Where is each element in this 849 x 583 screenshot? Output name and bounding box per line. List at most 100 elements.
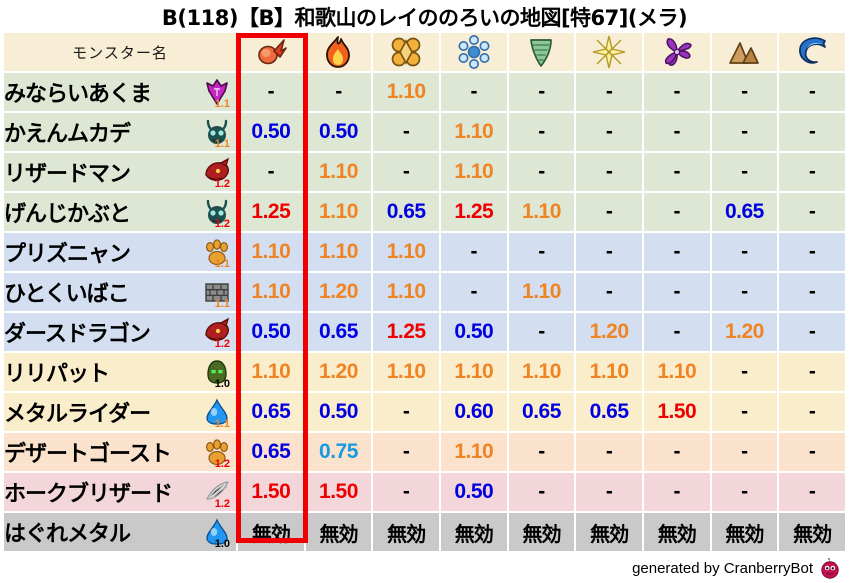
resistance-cell: 0.50 [238,313,304,351]
resistance-cell: - [779,473,845,511]
resistance-cell: - [576,193,642,231]
monster-multiplier: 1.2 [214,178,230,190]
paw-icon: 1.1 [202,237,232,270]
resistance-cell: 1.20 [576,313,642,351]
column-header-snowflake[interactable] [440,33,507,71]
flame-icon [321,35,355,69]
table-row: メタルライダー 1.1 0.65 0.50-0.60 0.65 0.65 1.50- - [4,393,845,431]
resistance-cell: - [779,113,845,151]
column-header-pinwheel[interactable] [643,33,710,71]
column-header-sparkle[interactable] [576,33,642,71]
monster-multiplier: 1.2 [214,338,230,350]
resistance-cell: 0.75 [305,433,372,471]
cranberry-icon [819,557,841,579]
table-row: ひとくいばこ 1.1 1.10 1.20 1.10-1.10- - - - [4,273,845,311]
resistance-matrix: モンスター名 [2,31,847,553]
table-row: げんじかぶと 1.2 1.25 1.10 0.65 1.25 1.10- -0.65- [4,193,845,231]
resistance-cell: - [576,433,642,471]
monster-name-cell[interactable]: ひとくいばこ 1.1 [4,273,236,311]
monster-name-cell[interactable]: げんじかぶと 1.2 [4,193,236,231]
monster-name-cell[interactable]: プリズニャン 1.1 [4,233,236,271]
resistance-cell: - [711,73,778,111]
monster-multiplier: 1.1 [214,298,230,310]
monster-multiplier: 1.1 [214,418,230,430]
resistance-cell: 無効 [779,513,845,551]
resistance-cell: 0.65 [711,193,778,231]
column-header-wave[interactable] [779,33,845,71]
monster-name-cell[interactable]: リザードマン 1.2 [4,153,236,191]
monster-name-label: かえんムカデ [4,122,131,147]
paw-icon: 1.2 [202,437,232,470]
resistance-cell: - [711,393,778,431]
resistance-cell: 1.10 [305,233,372,271]
wing-icon: 1.2 [202,477,232,510]
resistance-cell: - [508,233,575,271]
dragon-head-icon: 1.2 [202,157,232,190]
resistance-cell: - [779,193,845,231]
resistance-cell: 0.50 [305,393,372,431]
resistance-cell: 無効 [508,513,575,551]
resistance-cell: 1.10 [305,193,372,231]
resistance-cell: - [440,233,507,271]
monster-name-cell[interactable]: ダースドラゴン 1.2 [4,313,236,351]
monster-name-cell[interactable]: デザートゴースト 1.2 [4,433,236,471]
resistance-cell: 無効 [238,513,304,551]
monster-name-cell[interactable]: リリパット 1.0 [4,353,236,391]
slime-icon: 1.1 [202,397,232,430]
resistance-cell: - [238,153,304,191]
resistance-cell: - [576,113,642,151]
resistance-cell: - [643,73,710,111]
snowflake-icon [457,35,491,69]
table-body: みならいあくま 1.1- -1.10- - - - - - かえんムカデ 1.1 0.50 0.50-… [4,73,845,551]
resistance-cell: 1.20 [305,273,372,311]
monster-name-cell[interactable]: メタルライダー 1.1 [4,393,236,431]
fireball-icon [254,35,288,69]
resistance-cell: 0.65 [373,193,439,231]
column-header-explosion[interactable] [373,33,439,71]
footer-attribution: generated by CranberryBot [632,557,841,579]
monster-name-cell[interactable]: みならいあくま 1.1 [4,73,236,111]
resistance-cell: - [643,233,710,271]
monster-name-label: みならいあくま [4,82,152,107]
monster-name-label: リザードマン [4,162,131,187]
monster-multiplier: 1.1 [214,138,230,150]
table-row: リリパット 1.0 1.10 1.20 1.10 1.10 1.10 1.10 1.10- - [4,353,845,391]
monster-multiplier: 1.1 [214,98,230,110]
resistance-cell: 1.10 [373,233,439,271]
table-row: はぐれメタル 1.0 無効 無効 無効 無効 無効 無効 無効 無効 無効 [4,513,845,551]
monster-name-label: デザートゴースト [4,442,172,467]
resistance-cell: 0.60 [440,393,507,431]
resistance-cell: 1.20 [711,313,778,351]
resistance-cell: - [643,193,710,231]
monster-name-cell[interactable]: かえんムカデ 1.1 [4,113,236,151]
resistance-cell: - [711,153,778,191]
resistance-cell: 1.10 [305,153,372,191]
footer-text: generated by CranberryBot [632,559,813,577]
resistance-cell: 1.50 [238,473,304,511]
resistance-cell: - [373,113,439,151]
resistance-cell: 1.10 [576,353,642,391]
monster-name-cell[interactable]: ホークブリザード 1.2 [4,473,236,511]
resistance-cell: - [440,273,507,311]
resistance-cell: 1.10 [508,273,575,311]
column-header-fireball[interactable] [238,33,304,71]
column-header-tornado[interactable] [508,33,575,71]
resistance-cell: - [576,153,642,191]
monster-name-cell[interactable]: はぐれメタル 1.0 [4,513,236,551]
slime-icon: 1.0 [202,517,232,550]
resistance-cell: - [643,473,710,511]
resistance-cell: - [779,73,845,111]
table-row: デザートゴースト 1.2 0.65 0.75-1.10- - - - - [4,433,845,471]
column-header-mountain[interactable] [711,33,778,71]
centipede-icon: 1.2 [202,197,232,230]
resistance-cell: - [305,73,372,111]
column-header-flame[interactable] [305,33,372,71]
resistance-cell: 1.20 [305,353,372,391]
resistance-cell: 無効 [576,513,642,551]
resistance-cell: 0.50 [305,113,372,151]
resistance-cell: 0.65 [508,393,575,431]
resistance-cell: 0.50 [440,313,507,351]
monster-multiplier: 1.0 [214,378,230,390]
resistance-cell: 1.10 [643,353,710,391]
resistance-cell: 1.10 [508,353,575,391]
